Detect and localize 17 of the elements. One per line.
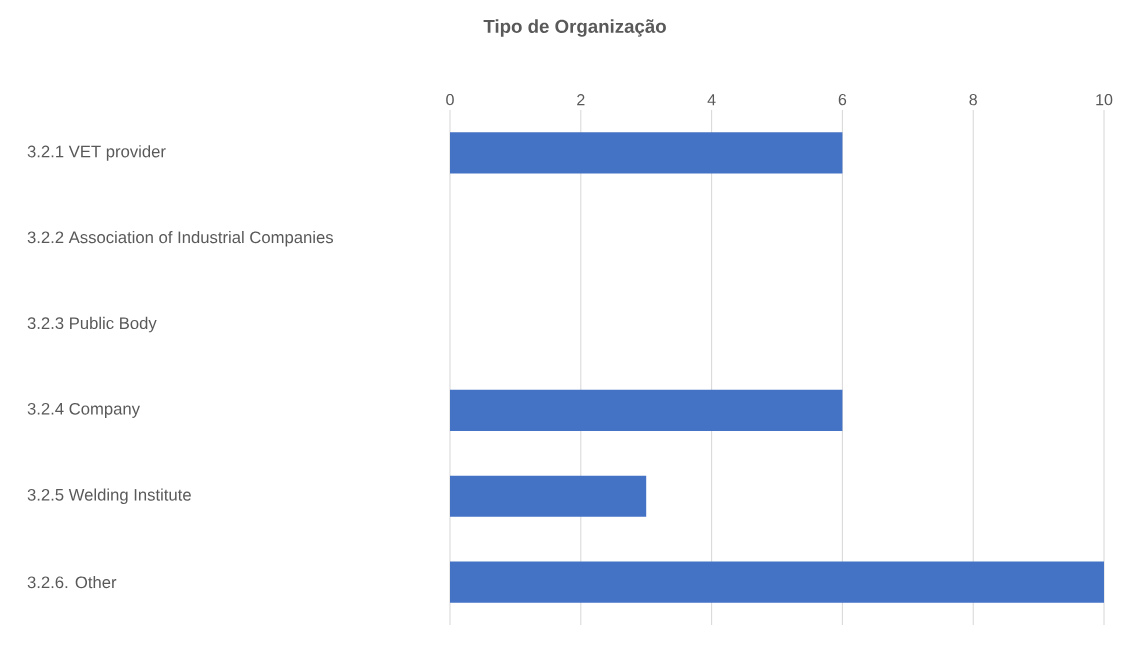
bar — [450, 132, 843, 174]
y-tick-label: 3.2.5 Welding Institute — [27, 488, 191, 505]
x-tick-label: 6 — [838, 93, 847, 106]
x-tick-label: 8 — [969, 93, 977, 106]
chart-title: Tipo de Organização — [483, 19, 666, 37]
x-tick-label: 0 — [446, 93, 454, 106]
y-tick-label: 3.2.1 VET provider — [27, 145, 166, 161]
bar — [450, 389, 843, 432]
bar — [450, 475, 647, 517]
y-tick-label: 3.2.4 Company — [27, 402, 140, 418]
bar — [450, 561, 1105, 603]
y-tick-label: 3.2.3 Public Body — [27, 316, 157, 333]
x-tick-label: 10 — [1096, 93, 1113, 106]
x-tick-label: 2 — [577, 94, 585, 106]
y-tick-label: 3.2.6. Other — [27, 575, 117, 589]
y-tick-label: 3.2.2 Association of Industrial Companies — [27, 230, 334, 247]
x-tick-label: 4 — [707, 94, 716, 106]
